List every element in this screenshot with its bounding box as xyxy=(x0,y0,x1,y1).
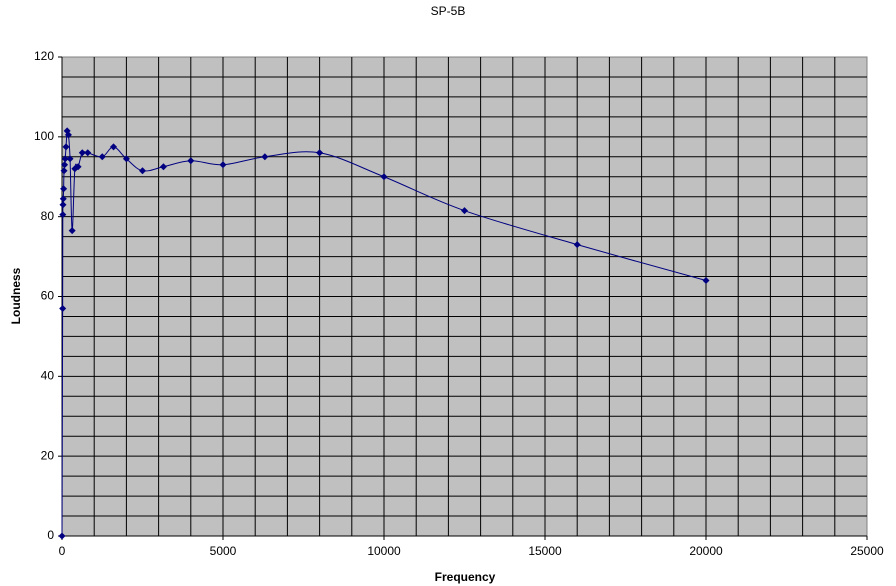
data-point xyxy=(59,304,67,312)
data-point xyxy=(702,277,710,285)
data-point xyxy=(316,149,324,157)
data-point xyxy=(261,153,269,161)
y-tick-label: 40 xyxy=(41,369,55,383)
x-tick-label: 15000 xyxy=(528,544,562,558)
y-axis-label: Loudness xyxy=(9,267,23,324)
data-point xyxy=(60,185,68,193)
data-point xyxy=(61,161,69,169)
data-point xyxy=(98,153,106,161)
data-point xyxy=(159,163,167,171)
y-tick-label: 120 xyxy=(34,49,54,63)
y-tick-label: 0 xyxy=(47,528,54,542)
data-point xyxy=(219,161,227,169)
x-tick-label: 5000 xyxy=(210,544,237,558)
data-point xyxy=(187,157,195,165)
data-point xyxy=(122,155,130,163)
data-point xyxy=(60,167,68,175)
data-point xyxy=(68,227,76,235)
y-tick-label: 20 xyxy=(41,448,55,462)
y-tick-label: 80 xyxy=(41,209,55,223)
data-point xyxy=(64,131,72,139)
data-point xyxy=(461,207,468,215)
data-point xyxy=(84,149,92,157)
data-point xyxy=(66,155,74,163)
y-tick-label: 100 xyxy=(34,129,54,143)
y-tick-label: 60 xyxy=(41,289,55,303)
data-point xyxy=(380,173,388,181)
data-point xyxy=(59,195,67,203)
data-point xyxy=(59,211,67,219)
data-point xyxy=(58,532,66,540)
x-tick-label: 20000 xyxy=(689,544,723,558)
data-point xyxy=(139,167,146,175)
x-tick-label: 25000 xyxy=(850,544,884,558)
data-point xyxy=(62,143,70,151)
data-point xyxy=(61,155,69,163)
chart-title: SP-5B xyxy=(431,4,466,18)
x-tick-label: 0 xyxy=(59,544,66,558)
data-point xyxy=(78,149,86,157)
x-axis-label: Frequency xyxy=(435,570,496,584)
data-point xyxy=(573,241,581,249)
data-point xyxy=(59,201,67,209)
data-point xyxy=(110,143,118,151)
x-tick-label: 10000 xyxy=(367,544,401,558)
data-point xyxy=(74,163,82,171)
